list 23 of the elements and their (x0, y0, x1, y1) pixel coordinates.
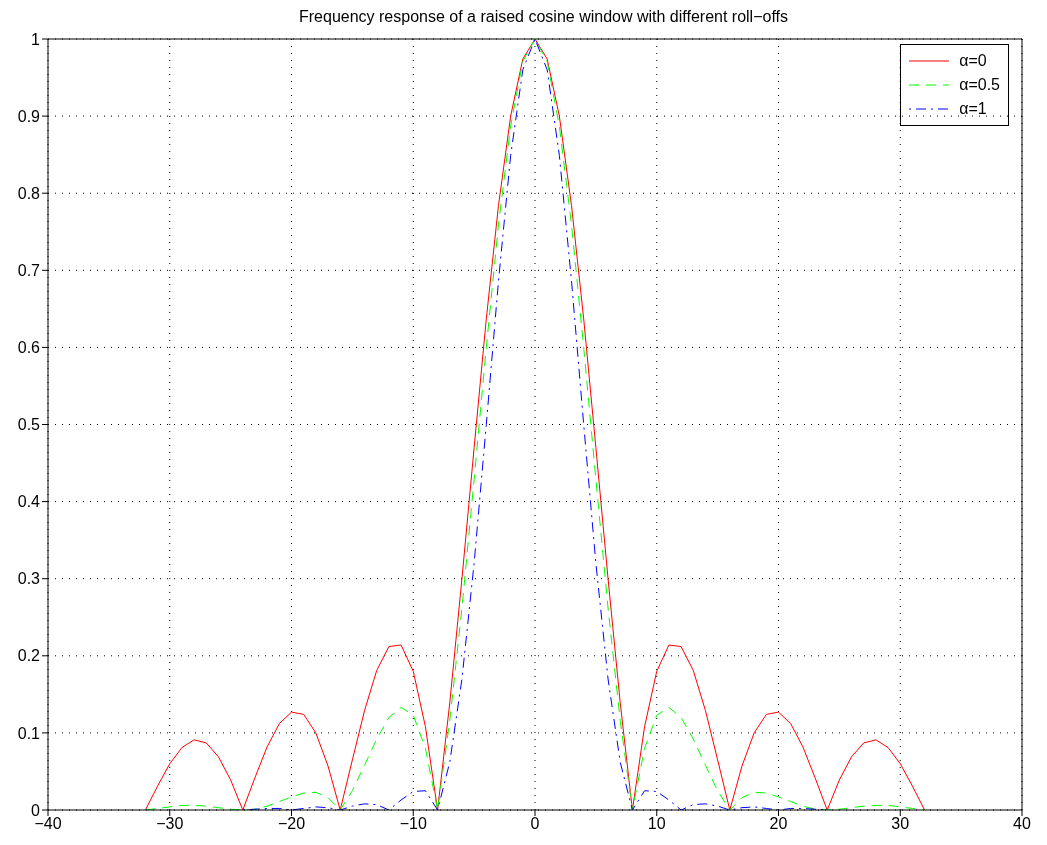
chart-title: Frequency response of a raised cosine window with different roll−offs (298, 8, 789, 27)
y-tick-label: 0.8 (17, 184, 41, 202)
y-tick-label: 0.2 (17, 647, 41, 665)
y-tick-label: 1 (31, 30, 41, 48)
y-tick-label: 0.1 (17, 724, 41, 742)
y-tick-label: 0.6 (17, 339, 41, 357)
x-tick-label: 40 (1013, 815, 1031, 833)
y-tick-label: 0.4 (17, 493, 41, 511)
x-tick-label: 30 (891, 815, 910, 833)
legend-label: α=0 (959, 52, 987, 70)
x-tick-label: 10 (647, 815, 666, 833)
x-tick-label: 0 (530, 815, 540, 833)
y-tick-label: 0.7 (17, 261, 41, 279)
y-tick-label: 0.9 (17, 107, 41, 125)
y-tick-label: 0.3 (17, 570, 41, 588)
x-tick-label: −10 (399, 815, 427, 833)
legend-label: α=0.5 (959, 76, 1000, 94)
x-tick-label: −30 (156, 815, 184, 833)
legend-label: α=1 (959, 100, 987, 118)
x-tick-label: −20 (277, 815, 306, 833)
x-tick-label: 20 (769, 815, 788, 833)
line-series (144, 39, 926, 810)
y-tick-label: 0.5 (17, 416, 41, 434)
